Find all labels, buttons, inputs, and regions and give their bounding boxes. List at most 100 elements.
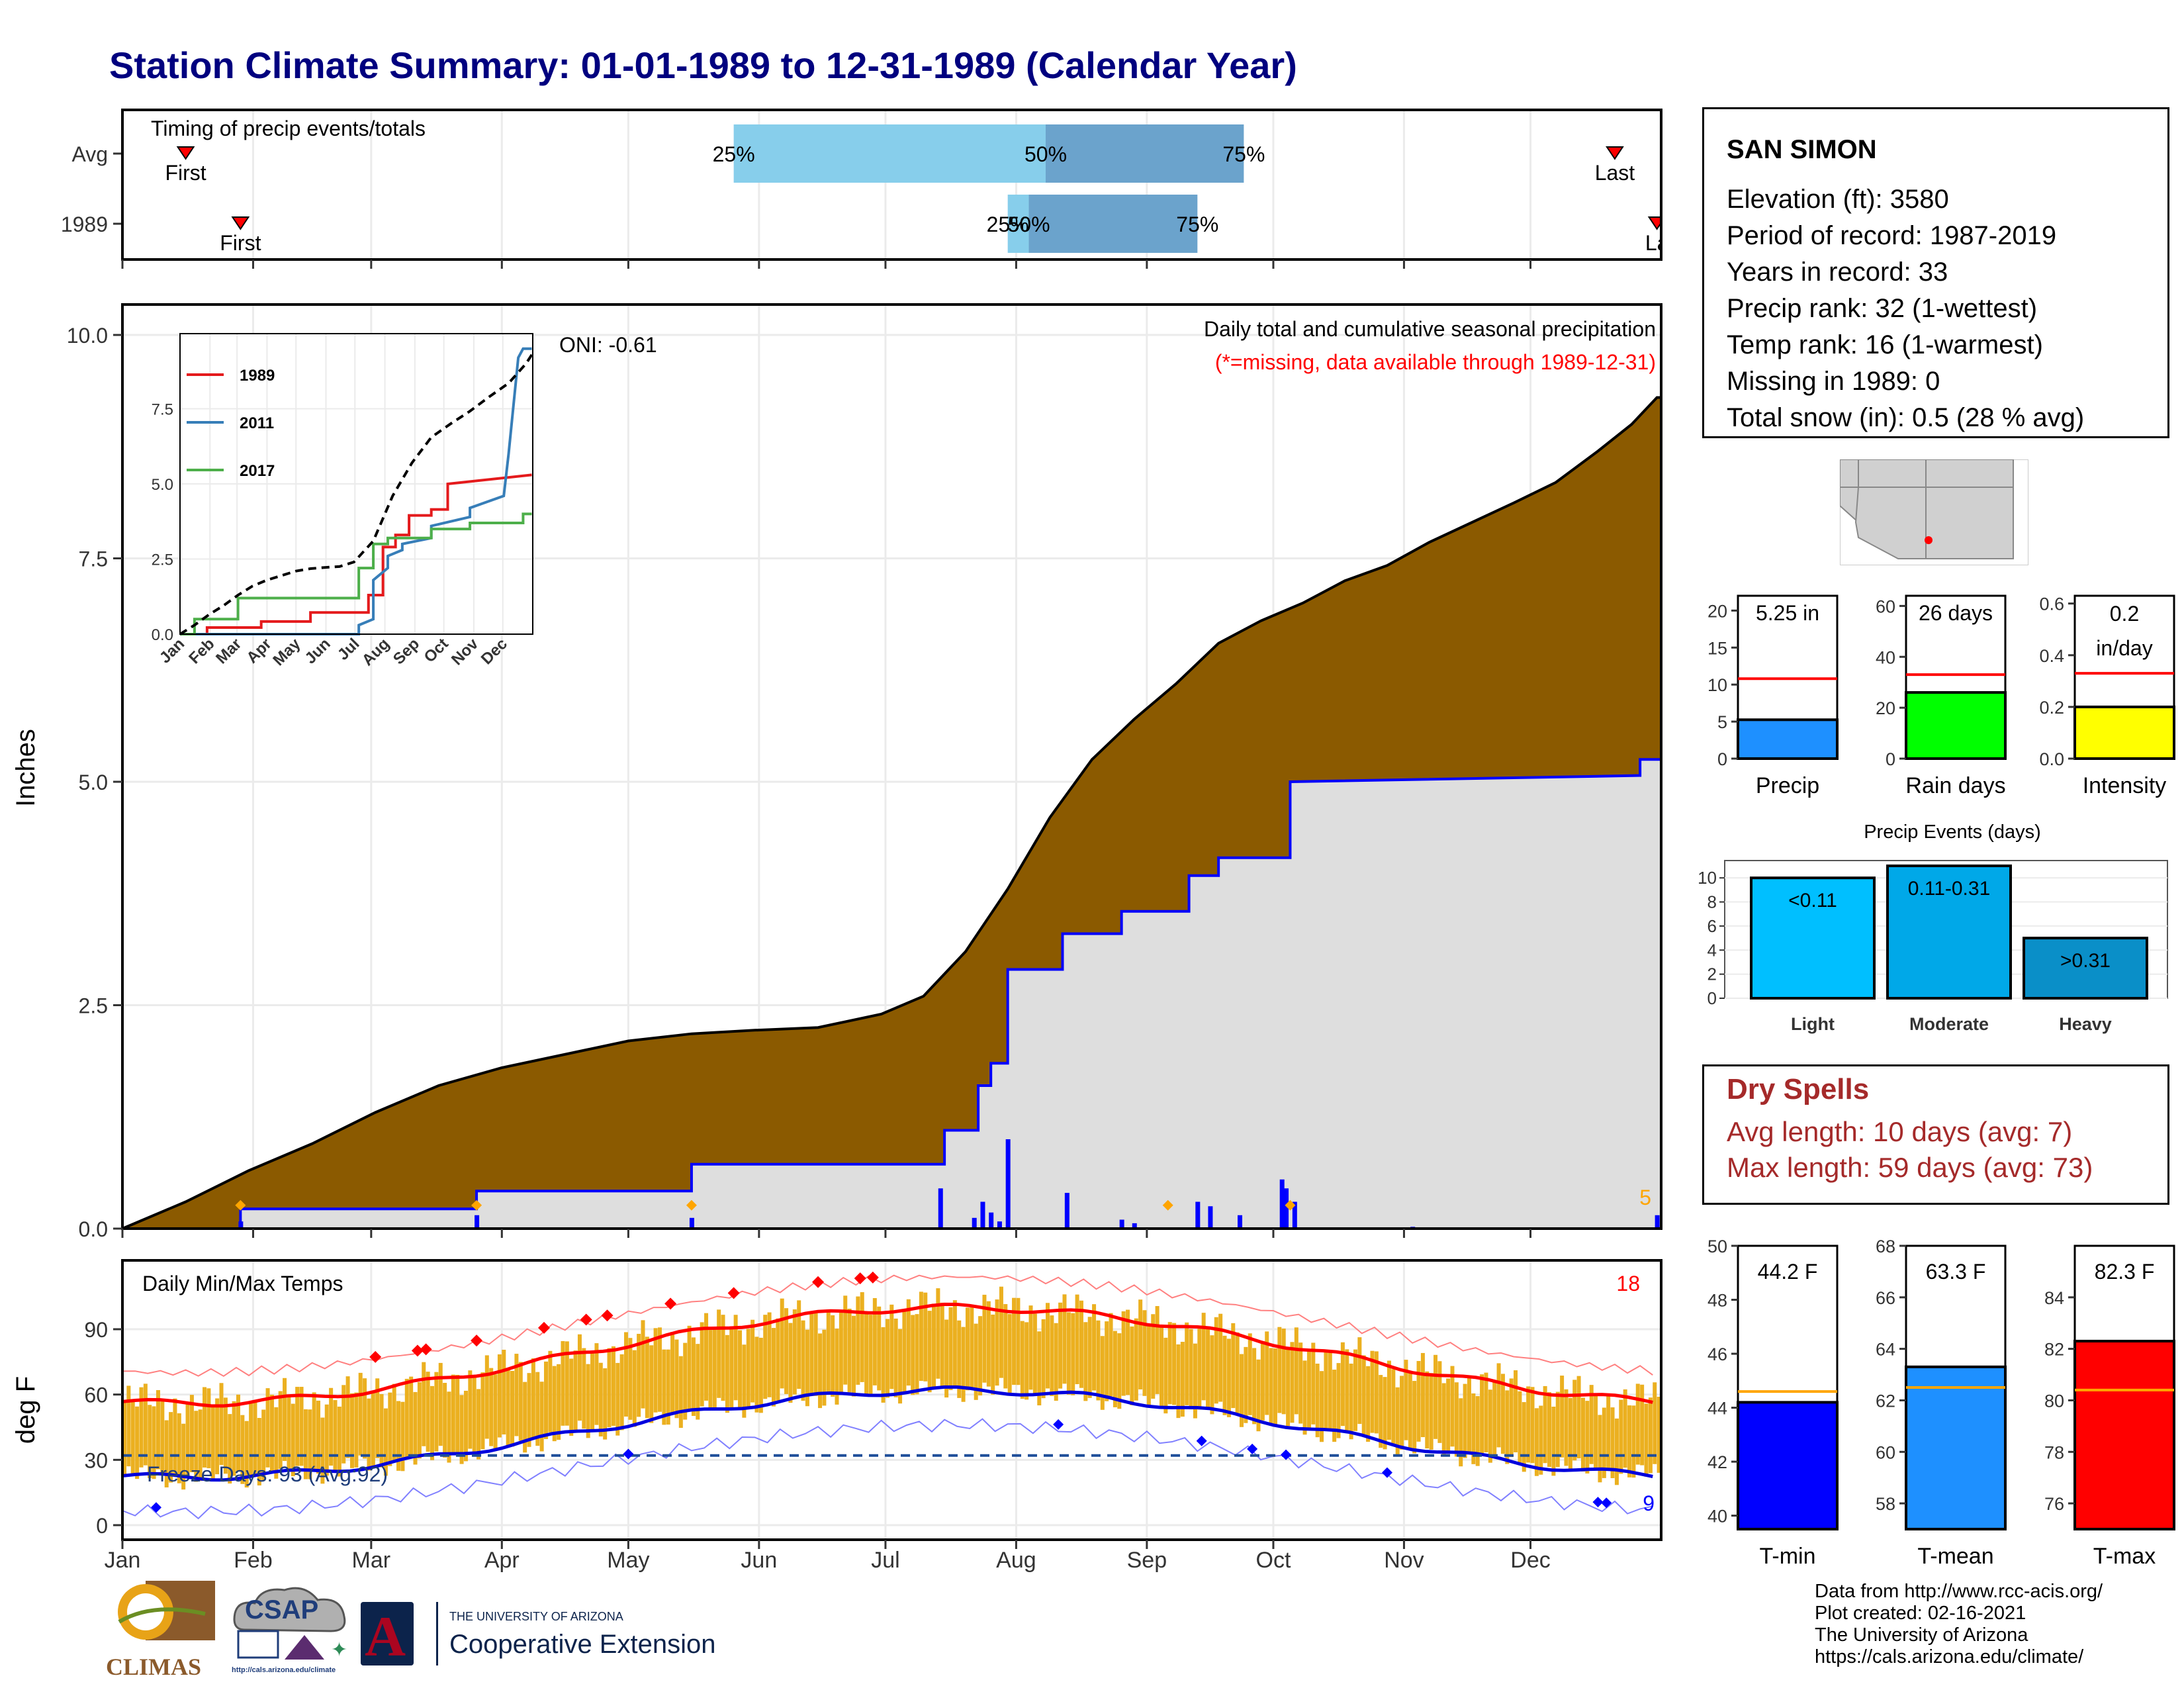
- y-tick-label: 2: [1707, 964, 1717, 984]
- daily-precip-bar: [238, 1221, 244, 1229]
- csap-logo: ✦ CSAP http://cals.arizona.edu/climate: [232, 1583, 351, 1683]
- y-tick-label: 60: [1876, 596, 1895, 616]
- daily-precip-bar: [938, 1188, 943, 1229]
- daily-precip-bar: [689, 1217, 694, 1229]
- summary-bar: [1737, 718, 1839, 760]
- dry-spells-max: Max length: 59 days (avg: 73): [1727, 1152, 2093, 1183]
- daily-temp-bar: [733, 1315, 738, 1401]
- daily-temp-bar: [809, 1313, 814, 1396]
- daily-precip-bar: [997, 1221, 1002, 1229]
- station-line: Elevation (ft): 3580: [1727, 185, 1949, 214]
- daily-temp-bar: [1075, 1294, 1079, 1385]
- daily-temp-bar: [265, 1388, 270, 1468]
- daily-temp-bar: [1345, 1349, 1349, 1430]
- daily-temp-bar: [1395, 1387, 1400, 1456]
- daily-precip-bar: [1119, 1219, 1124, 1229]
- record-high-marker-icon: [812, 1276, 825, 1288]
- snow-event-marker-icon: [1285, 1199, 1296, 1211]
- credit-line: Plot created: 02-16-2021: [1815, 1603, 2026, 1624]
- daily-temp-bar: [477, 1389, 481, 1460]
- daily-temp-bar: [1522, 1402, 1526, 1472]
- y-tick-label: 48: [1707, 1291, 1727, 1311]
- record-low-marker-icon: [1601, 1497, 1612, 1509]
- daily-temp-bar: [274, 1407, 279, 1479]
- record-high-marker-icon: [601, 1309, 614, 1322]
- daily-temp-bar: [1425, 1371, 1430, 1449]
- daily-temp-bar: [1400, 1376, 1404, 1450]
- climas-logo: CLIMAS: [106, 1575, 218, 1680]
- daily-temp-bar: [1463, 1383, 1467, 1458]
- station-line: Years in record: 33: [1727, 258, 1948, 287]
- daily-temp-bar: [1383, 1377, 1387, 1450]
- daily-temp-bar: [295, 1387, 300, 1466]
- daily-temp-bar: [219, 1383, 224, 1466]
- record-high-marker-icon: [866, 1271, 879, 1284]
- temp-means-panel: 40 42 44 46 48 50 T-min 58 60 62 64 66 68 T-mean 76 78 8…: [1707, 1237, 2175, 1569]
- daily-temp-bar: [771, 1328, 776, 1407]
- daily-temp-bar: [383, 1408, 388, 1476]
- daily-temp-bar: [143, 1383, 148, 1466]
- daily-temp-bar: [1256, 1359, 1261, 1432]
- daily-temp-bar: [1046, 1303, 1050, 1389]
- daily-temp-bar: [177, 1413, 181, 1483]
- y-tick-label: 0: [1717, 749, 1727, 769]
- daily-temp-bar: [1155, 1306, 1160, 1394]
- daily-temp-bar: [982, 1294, 987, 1383]
- daily-temp-bar: [371, 1391, 375, 1467]
- daily-temp-bar: [653, 1328, 658, 1413]
- y-tick-label: 78: [2044, 1442, 2064, 1462]
- daily-temp-bar: [539, 1382, 544, 1452]
- daily-temp-bar: [1420, 1352, 1425, 1438]
- daily-temp-bar: [678, 1356, 683, 1429]
- daily-temp-bar: [1159, 1327, 1163, 1407]
- daily-temp-bar: [831, 1315, 835, 1397]
- y-tick-label: 10: [1698, 868, 1717, 888]
- daily-temp-bar: [1092, 1304, 1097, 1391]
- first-event-marker-icon: [176, 146, 195, 160]
- summary-bar: [1905, 1365, 2007, 1530]
- daily-temp-bar: [1298, 1342, 1303, 1424]
- daily-temp-bar: [156, 1389, 160, 1470]
- daily-temp-bar: [751, 1319, 755, 1403]
- event-bar-label: 0.11-0.31: [1908, 878, 1991, 900]
- daily-temp-bar: [333, 1400, 338, 1473]
- daily-temp-bar: [1024, 1322, 1029, 1400]
- y-tick-label: 7.5: [79, 547, 108, 571]
- daily-temp-bar: [1079, 1300, 1083, 1388]
- daily-temp-bar: [320, 1417, 325, 1484]
- daily-temp-bar: [712, 1329, 717, 1411]
- daily-temp-bar: [1594, 1393, 1598, 1470]
- daily-temp-bar: [691, 1337, 696, 1417]
- daily-temp-bar: [447, 1391, 451, 1463]
- timing-bar-50-75: [1046, 124, 1244, 183]
- daily-temp-bar: [1248, 1333, 1252, 1415]
- daily-temp-bar: [927, 1311, 932, 1393]
- daily-temp-bar: [1269, 1348, 1273, 1425]
- y-tick-label: 76: [2044, 1494, 2064, 1514]
- daily-temp-bar: [594, 1343, 599, 1425]
- daily-temp-bar: [577, 1334, 582, 1421]
- month-tick-label: Feb: [234, 1548, 273, 1573]
- daily-temp-bar: [1185, 1322, 1189, 1405]
- last-event-marker-icon: [1606, 146, 1624, 160]
- daily-temp-bar: [1471, 1393, 1476, 1464]
- daily-temp-bar: [944, 1319, 949, 1398]
- daily-temp-bar: [400, 1401, 405, 1472]
- daily-temp-bar: [543, 1361, 548, 1439]
- daily-temp-bar: [438, 1362, 443, 1446]
- event-category-label: Heavy: [2059, 1014, 2112, 1034]
- daily-temp-bar: [472, 1376, 477, 1452]
- daily-temp-bar: [700, 1322, 704, 1407]
- daily-temp-bar: [1576, 1376, 1581, 1459]
- daily-temp-bar: [1260, 1340, 1265, 1421]
- daily-temp-bar: [657, 1327, 662, 1412]
- daily-temp-bar: [590, 1350, 595, 1430]
- daily-temp-bar: [1244, 1346, 1248, 1423]
- daily-temp-bar: [506, 1370, 510, 1446]
- daily-temp-bar: [948, 1307, 953, 1390]
- climas-logo-text: CLIMAS: [106, 1654, 202, 1680]
- daily-temp-bar: [194, 1411, 199, 1482]
- daily-temp-bar: [1433, 1354, 1438, 1439]
- y-tick-label: 4: [1707, 940, 1717, 960]
- precip-panel: Daily total and cumulative seasonal prec…: [11, 303, 1662, 1241]
